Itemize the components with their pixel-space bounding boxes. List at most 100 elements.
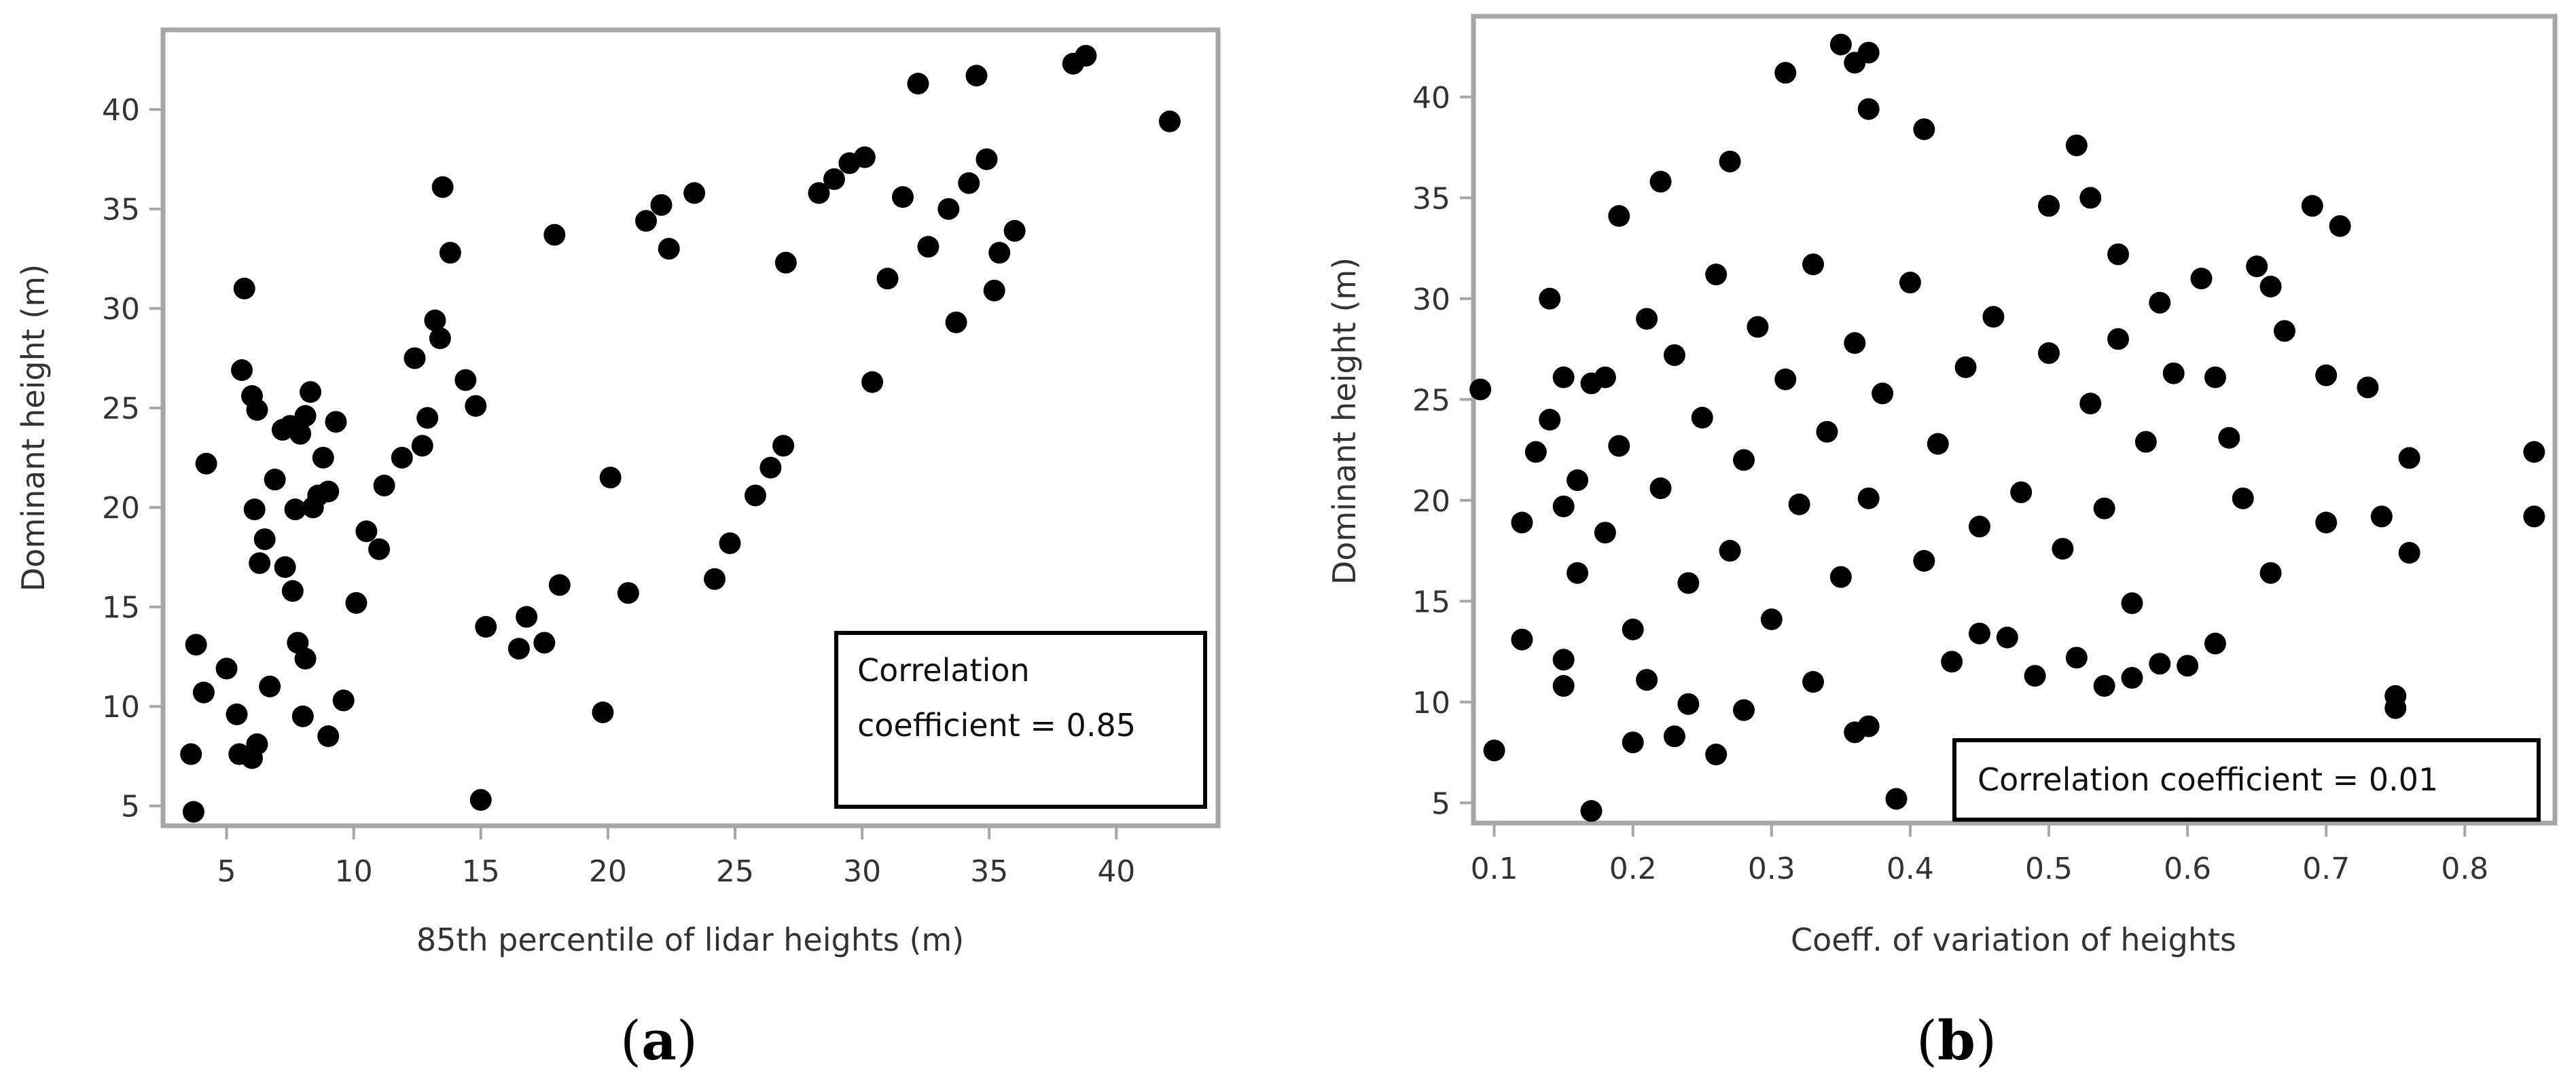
panel-b-point-26 xyxy=(1857,41,1880,64)
panel-b-point-14 xyxy=(1622,731,1644,754)
panel-b-x-tick-label: 0.2 xyxy=(1609,852,1657,886)
panel-b-point-32 xyxy=(1941,651,1963,673)
panel-b-point-10 xyxy=(1567,562,1589,584)
panel-a-point-85 xyxy=(976,148,998,170)
panel-b-label-open: ( xyxy=(1916,1009,1937,1072)
panel-a-point-39 xyxy=(355,520,378,543)
panel-b-point-65 xyxy=(2218,426,2240,449)
panel-a-point-71 xyxy=(774,251,797,274)
panel-b-point-43 xyxy=(2149,653,2171,675)
panel-b-point-8 xyxy=(1552,675,1575,697)
panel-a-point-60 xyxy=(617,582,639,604)
panel-a-point-19 xyxy=(289,422,312,445)
panel-a-point-69 xyxy=(759,456,782,479)
panel-a-point-54 xyxy=(507,638,530,660)
panel-b-point-61 xyxy=(2398,447,2420,469)
panel-a-point-80 xyxy=(917,236,940,258)
panel-b-point-29 xyxy=(1844,721,1866,744)
panel-a-label-letter: a xyxy=(641,1008,677,1072)
panel-a-point-26 xyxy=(302,496,324,519)
panel-a-x-tick-label: 20 xyxy=(589,854,627,889)
panel-a-point-47 xyxy=(424,309,446,331)
panel-a-point-13 xyxy=(243,498,266,521)
panel-b-y-tick-label: 5 xyxy=(1431,786,1450,821)
panel-b-point-42 xyxy=(2121,667,2143,689)
panel-a-point-21 xyxy=(300,381,322,403)
panel-b-y-tick-label: 35 xyxy=(1412,181,1450,216)
panel-a-point-57 xyxy=(548,574,571,596)
panel-b-point-22 xyxy=(1774,62,1797,84)
panel-b-point-36 xyxy=(2038,195,2060,217)
panel-a-y-tick-label: 30 xyxy=(102,292,140,327)
panel-b-point-52 xyxy=(2301,195,2323,217)
panel-a-point-45 xyxy=(431,176,454,198)
panel-a-point-14 xyxy=(249,552,271,575)
panel-b-point-15 xyxy=(1636,669,1658,691)
panel-a-point-84 xyxy=(965,65,988,87)
panel-b-point-84 xyxy=(1844,332,1866,354)
panel-a-point-51 xyxy=(465,395,487,417)
panel-a-points xyxy=(180,45,1181,823)
panel-a-point-72 xyxy=(808,182,830,204)
panel-b-x-tick-label: 0.7 xyxy=(2302,852,2350,886)
panel-b-point-45 xyxy=(2177,655,2199,677)
panel-b-point-6 xyxy=(1539,287,1561,310)
panel-b-point-21 xyxy=(1733,699,1755,721)
panel-a-x-axis-title: 85th percentile of lidar heights (m) xyxy=(416,922,964,958)
panel-a-point-27 xyxy=(284,498,306,521)
panel-a-point-63 xyxy=(650,194,673,216)
panel-a-chart: 5 10 15 20 25 30 35 40 5 10 15 20 25 30 35 40 Dominant … xyxy=(15,27,1221,1072)
panel-a-point-46 xyxy=(439,242,461,264)
panel-b-point-5 xyxy=(1524,441,1547,463)
panel-b-point-94 xyxy=(1705,263,1728,286)
panel-a-point-31 xyxy=(294,647,317,670)
panel-a-point-48 xyxy=(429,327,451,350)
panel-b-point-75 xyxy=(2010,481,2033,503)
panel-b-point-101 xyxy=(1608,435,1630,457)
panel-a-point-2 xyxy=(180,743,202,765)
panel-b-point-1 xyxy=(1469,378,1492,401)
panel-b-point-93 xyxy=(1719,540,1741,562)
panel-a-point-28 xyxy=(274,556,296,579)
panel-b-point-76 xyxy=(1982,306,2005,328)
panel-a-point-37 xyxy=(332,689,355,712)
panel-b-y-axis-title: Dominant height (m) xyxy=(1326,257,1363,585)
panel-a-point-20 xyxy=(294,405,317,427)
panel-b-point-56 xyxy=(2357,376,2379,399)
panel-b-x-tick-label: 0.4 xyxy=(1886,852,1934,886)
panel-a-point-16 xyxy=(264,469,286,491)
panel-b-point-72 xyxy=(2079,393,2102,415)
panel-a-point-76 xyxy=(861,371,884,393)
panel-b-y-tick-label: 15 xyxy=(1412,585,1450,619)
panel-b-point-69 xyxy=(2121,592,2143,615)
panel-b-point-40 xyxy=(2093,675,2115,697)
panel-a-point-44 xyxy=(416,407,439,429)
panel-a-y-tick-label: 5 xyxy=(121,790,140,824)
panel-a-y-axis-title: Dominant height (m) xyxy=(15,264,52,591)
panel-a-point-38 xyxy=(345,591,368,614)
panel-b-point-86 xyxy=(1816,420,1838,443)
panel-b-axes: 0.1 0.2 0.3 0.4 0.5 0.6 0.7 0.8 5 10 15 20 25 30 35 40 xyxy=(1412,81,2488,886)
panel-b-point-2 xyxy=(1483,740,1505,762)
panel-a-point-87 xyxy=(988,242,1011,264)
panel-b-point-18 xyxy=(1677,693,1700,715)
panel-a-point-1 xyxy=(182,801,204,823)
panel-b-point-60 xyxy=(2398,542,2420,564)
panel-b-point-87 xyxy=(1802,253,1825,276)
panel-a-correlation-line-2: coefficient = 0.85 xyxy=(857,707,1136,744)
panel-a-point-49 xyxy=(411,435,433,457)
panel-b-y-tick-label: 10 xyxy=(1412,686,1450,721)
panel-a-point-70 xyxy=(772,435,795,457)
panel-b-label-close: ) xyxy=(1975,1009,1997,1072)
panel-a-point-23 xyxy=(325,411,347,433)
panel-b-point-98 xyxy=(1649,477,1672,499)
panel-b-point-91 xyxy=(1747,316,1769,338)
panel-b-point-41 xyxy=(2107,243,2130,266)
panel-b-point-3 xyxy=(1511,511,1533,534)
panel-b-point-88 xyxy=(1788,493,1810,515)
panel-a-point-66 xyxy=(704,568,726,590)
panel-b-point-51 xyxy=(2274,320,2295,342)
panel-b-point-81 xyxy=(1899,272,1921,294)
panel-b-point-59 xyxy=(2384,685,2407,707)
